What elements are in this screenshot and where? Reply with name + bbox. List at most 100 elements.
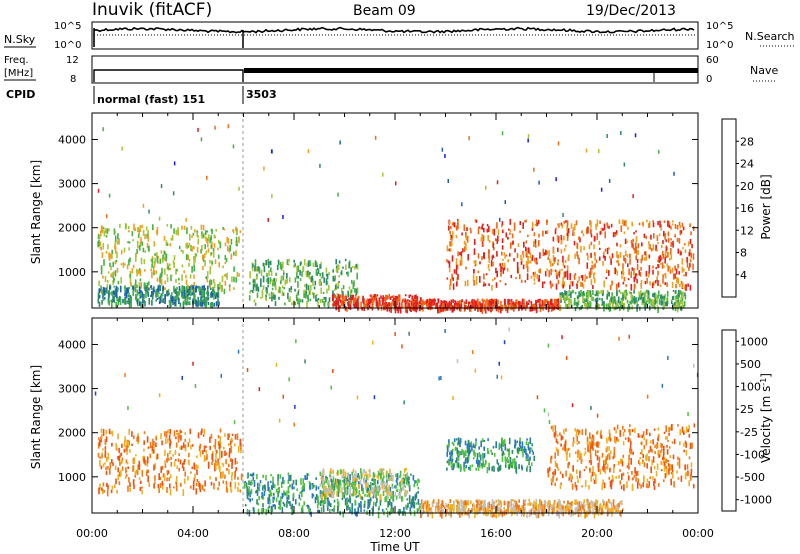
- echo-cell: [297, 281, 299, 288]
- nsky-trace: [93, 26, 695, 47]
- echo-cell: [334, 295, 336, 299]
- echo-cell: [224, 474, 226, 479]
- echo-cell: [449, 278, 452, 286]
- echo-cell: [675, 283, 677, 289]
- echo-cell: [566, 265, 569, 271]
- echo-cell: [525, 219, 527, 223]
- echo-cell: [490, 300, 492, 305]
- echo-cell: [499, 263, 501, 267]
- echo-cell: [415, 502, 418, 505]
- echo-cell: [235, 277, 237, 283]
- echo-cell: [341, 497, 344, 500]
- echo-cell: [320, 507, 323, 514]
- echo-cell: [413, 307, 416, 311]
- echo-cell: [520, 254, 522, 261]
- echo-cell: [488, 249, 490, 254]
- echo-cell: [403, 474, 405, 477]
- echo-cell: [346, 301, 349, 306]
- echo-cell: [298, 297, 300, 304]
- echo-cell: [199, 286, 201, 290]
- echo-cell: [452, 442, 455, 446]
- echo-cell: [143, 448, 145, 452]
- echo-cell: [688, 424, 690, 430]
- echo-cell: [652, 220, 654, 223]
- echo-cell: [372, 488, 375, 493]
- echo-cell: [456, 442, 459, 446]
- echo-cell: [377, 302, 380, 309]
- echo-cell: [465, 299, 468, 303]
- echo-cell: [501, 251, 503, 256]
- echo-cell: [441, 304, 443, 308]
- echo-cell: [141, 469, 144, 477]
- echo-cell: [528, 299, 530, 303]
- echo-cell: [128, 241, 131, 244]
- echo-cell: [175, 442, 178, 448]
- echo-cell: [350, 289, 353, 293]
- echo-cell: [399, 481, 401, 487]
- echo-cell: [184, 478, 186, 484]
- echo-cell: [313, 292, 315, 298]
- echo-cell: [514, 302, 516, 307]
- echo-cell: [649, 445, 652, 452]
- echo-cell: [550, 268, 552, 276]
- echo-cell: [206, 454, 208, 460]
- echo-cell: [309, 485, 311, 491]
- echo-cell: [610, 450, 612, 455]
- echo-cell: [689, 263, 691, 268]
- echo-cell: [304, 284, 306, 288]
- echo-cell: [101, 454, 103, 459]
- echo-cell: [475, 459, 478, 464]
- echo-cell: [635, 236, 638, 243]
- echo-cell: [549, 280, 552, 285]
- echo-cell: [477, 299, 479, 305]
- echo-cell: [635, 476, 637, 482]
- echo-cell: [130, 284, 132, 287]
- echo-cell: [114, 261, 117, 265]
- echo-cell: [404, 489, 407, 495]
- echo-cell: [346, 493, 348, 496]
- echo-cell: [232, 144, 235, 149]
- echo-cell: [218, 462, 220, 470]
- echo-cell: [325, 273, 328, 277]
- echo-cell: [648, 456, 650, 462]
- echo-cell: [576, 295, 579, 300]
- echo-cell: [324, 485, 326, 493]
- echo-cell: [508, 463, 510, 470]
- echo-cell: [199, 299, 201, 306]
- echo-cell: [185, 279, 188, 285]
- echo-cell: [665, 436, 667, 440]
- echo-cell: [320, 494, 322, 498]
- echo-cell: [557, 141, 560, 146]
- echo-cell: [249, 291, 251, 294]
- echo-cell: [337, 501, 340, 507]
- echo-cell: [454, 446, 457, 450]
- echo-cell: [268, 487, 270, 493]
- echo-cell: [269, 499, 271, 505]
- echo-cell: [448, 261, 451, 269]
- echo-cell: [569, 284, 571, 290]
- echo-cell: [417, 498, 420, 505]
- nsky-tick-top: 10^5: [54, 21, 81, 32]
- echo-cell: [524, 220, 526, 223]
- echo-cell: [271, 287, 274, 291]
- echo-cell: [622, 305, 624, 309]
- echo-cell: [565, 291, 568, 296]
- echo-cell: [598, 256, 601, 261]
- echo-cell: [211, 262, 213, 266]
- echo-cell: [126, 444, 128, 451]
- echo-cell: [351, 280, 353, 284]
- echo-cell: [160, 294, 163, 299]
- echo-cell: [469, 465, 472, 471]
- echo-cell: [523, 499, 525, 507]
- echo-cell: [188, 297, 190, 300]
- echo-cell: [520, 261, 523, 265]
- echo-cell: [185, 254, 188, 261]
- echo-cell: [212, 251, 215, 258]
- echo-cell: [370, 294, 373, 299]
- echo-cell: [632, 243, 634, 249]
- echo-cell: [427, 303, 430, 310]
- echo-cell: [521, 304, 523, 311]
- echo-cell: [139, 245, 141, 251]
- echo-cell: [301, 271, 303, 277]
- echo-cell: [544, 271, 547, 277]
